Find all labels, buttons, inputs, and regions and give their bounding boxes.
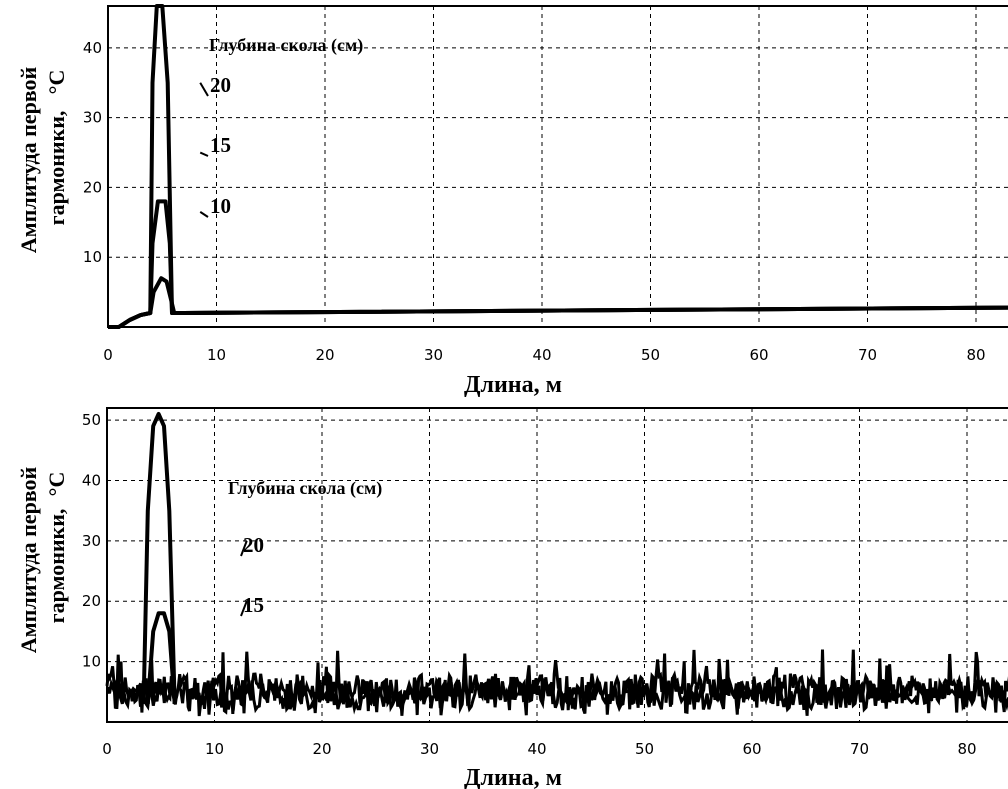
top-y-tick-label: 20 xyxy=(83,178,102,196)
bottom-y-tick-label: 40 xyxy=(82,471,101,489)
bottom-annotation-label: 20 xyxy=(243,533,264,557)
bottom-y-axis-label-line1: Амплитуда первой xyxy=(16,466,41,653)
bottom-grid xyxy=(107,408,1008,722)
bottom-x-tick-label: 20 xyxy=(312,740,331,758)
bottom-x-tick-label: 70 xyxy=(850,740,869,758)
bottom-x-tick-label: 40 xyxy=(527,740,546,758)
bottom-noise-line xyxy=(106,674,1008,715)
top-annotations: 20 15 10 xyxy=(199,73,231,218)
top-grid xyxy=(108,6,1008,327)
top-y-axis-label-line2: гармоники, xyxy=(44,111,69,226)
top-x-tick-label: 0 xyxy=(103,346,113,364)
top-annotation-label: 15 xyxy=(210,133,231,157)
top-x-tick-label: 60 xyxy=(749,346,768,364)
top-x-axis-label: Длина, м xyxy=(464,372,562,398)
bottom-x-tick-label: 30 xyxy=(420,740,439,758)
top-x-tick-label: 20 xyxy=(315,346,334,364)
top-tick-labels: 0 10 20 30 40 50 60 70 80 10 20 30 40 xyxy=(83,39,986,364)
bottom-tick-labels: 0 10 20 30 40 50 60 70 80 10 20 30 40 50 xyxy=(82,411,977,758)
bottom-y-tick-label: 10 xyxy=(82,653,101,671)
top-x-tick-label: 30 xyxy=(424,346,443,364)
top-chart: 0 10 20 30 40 50 60 70 80 10 20 30 40 Длина, м Ампли… xyxy=(16,4,1008,398)
top-annotation-leader xyxy=(199,211,209,218)
top-y-axis-label-line1: Амплитуда первой xyxy=(16,66,41,253)
top-y-axis-unit: °С xyxy=(44,70,69,95)
bottom-x-tick-label: 10 xyxy=(205,740,224,758)
bottom-series-line-15 xyxy=(145,611,177,705)
top-annotation-leader xyxy=(199,151,209,157)
bottom-series-group xyxy=(105,412,1008,717)
top-x-tick-label: 50 xyxy=(641,346,660,364)
bottom-legend-title: Глубина скола (см) xyxy=(228,478,382,499)
top-annotation-label: 20 xyxy=(210,73,231,97)
top-x-tick-label: 70 xyxy=(858,346,877,364)
bottom-chart: 0 10 20 30 40 50 60 70 80 10 20 30 40 50 Длина, м Амп… xyxy=(16,407,1008,789)
bottom-annotation-leader xyxy=(240,540,248,557)
top-series-line-10 xyxy=(108,276,1008,329)
bottom-series-line-20 xyxy=(141,412,177,704)
bottom-y-axis-unit: °С xyxy=(44,472,69,497)
bottom-x-tick-label: 80 xyxy=(957,740,976,758)
bottom-y-tick-label: 50 xyxy=(82,411,101,429)
top-series-group xyxy=(108,4,1008,329)
bottom-y-axis-label-line2: гармоники, xyxy=(44,509,69,624)
bottom-x-tick-label: 50 xyxy=(635,740,654,758)
top-x-tick-label: 10 xyxy=(207,346,226,364)
bottom-x-tick-label: 60 xyxy=(742,740,761,758)
bottom-y-tick-label: 30 xyxy=(82,532,101,550)
top-x-tick-label: 40 xyxy=(532,346,551,364)
top-legend-title: Глубина скола (см) xyxy=(209,35,363,56)
top-x-tick-label: 80 xyxy=(966,346,985,364)
top-y-tick-label: 40 xyxy=(83,39,102,57)
top-plot-frame xyxy=(107,5,1008,328)
bottom-annotation-leader xyxy=(240,600,248,617)
bottom-annotation-label: 15 xyxy=(243,593,264,617)
top-annotation-leader xyxy=(199,82,209,97)
top-y-tick-label: 30 xyxy=(83,109,102,127)
top-y-tick-label: 10 xyxy=(83,248,102,266)
bottom-y-tick-label: 20 xyxy=(82,592,101,610)
top-annotation-label: 10 xyxy=(210,194,231,218)
bottom-x-tick-label: 0 xyxy=(102,740,112,758)
bottom-x-axis-label: Длина, м xyxy=(464,765,562,789)
